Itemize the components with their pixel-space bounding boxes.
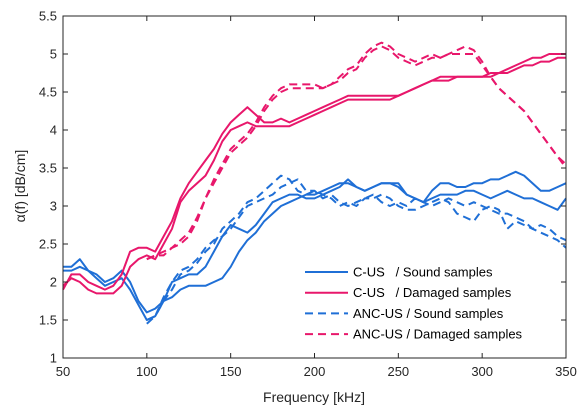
y-tick-label: 1.5 (39, 313, 57, 328)
y-tick-label: 3 (50, 199, 57, 214)
x-tick-label: 100 (136, 364, 158, 379)
series-line-1 (63, 170, 567, 314)
y-tick-label: 2 (50, 275, 57, 290)
plot-area (62, 41, 567, 325)
axes: 50 100 150 200 250 300 350 1 1.5 2 2.5 3 3.5 4 4.5 5 5.5 (39, 9, 577, 380)
x-axis-label: Frequency [kHz] (263, 389, 365, 405)
series-line-4 (62, 56, 566, 295)
legend-label-4: ANC-US / Damaged samples (353, 327, 523, 342)
legend-label-3: ANC-US / Sound samples (353, 306, 504, 321)
x-tick-label: 350 (555, 364, 577, 379)
y-tick-label: 4 (50, 123, 57, 138)
legend-label-2: C-US / Damaged samples (353, 285, 512, 300)
y-tick-label: 2.5 (39, 237, 57, 252)
x-tick-label: 300 (471, 364, 493, 379)
series-line-8 (146, 45, 567, 261)
series-line-7 (146, 41, 567, 261)
series-line-5 (146, 174, 567, 321)
y-tick-label: 5 (50, 47, 57, 62)
series-line-3 (62, 53, 566, 291)
x-tick-label: 150 (220, 364, 242, 379)
series-line-6 (146, 178, 567, 325)
x-tick-label: 250 (387, 364, 409, 379)
legend-label-1: C-US / Sound samples (353, 265, 493, 280)
legend: C-US / Sound samples C-US / Damaged sampl… (305, 265, 523, 342)
x-tick-label: 200 (304, 364, 326, 379)
y-axis-label: α(f) [dB/cm] (12, 150, 28, 223)
y-tick-label: 3.5 (39, 161, 57, 176)
y-tick-label: 5.5 (39, 9, 57, 24)
y-tick-label: 1 (50, 351, 57, 366)
x-tick-label: 50 (56, 364, 70, 379)
y-tick-label: 4.5 (39, 85, 57, 100)
